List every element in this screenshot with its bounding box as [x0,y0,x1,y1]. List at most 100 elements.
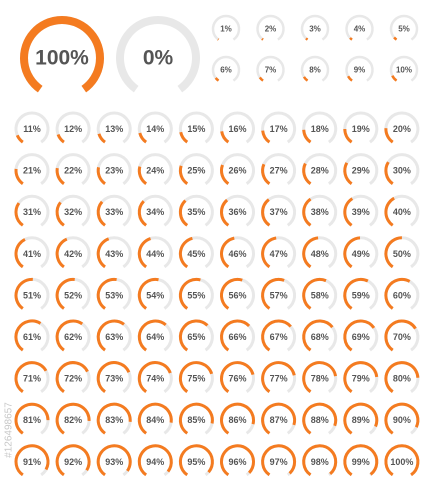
gauge-arc [343,236,361,269]
gauge-arc [261,130,271,144]
gauge-track [300,14,330,41]
gauge-arc [343,319,376,352]
gauge-label: 9% [354,66,366,75]
gauge-label: 93% [105,457,123,467]
gauge-label: 35% [187,207,205,217]
gauge-label: 100% [35,47,89,70]
gauge-label: 58% [311,290,329,300]
watermark: #126498657 [4,402,15,458]
gauge-arc [14,238,26,269]
gauge-arc [214,77,220,82]
gauge-arc [261,236,277,269]
gauge-label: 37% [270,207,288,217]
gauge-arc [391,75,398,82]
gauge-label: 47% [270,249,288,259]
gauge-arc [343,444,379,477]
gauge-label: 3% [309,25,321,34]
gauge-label: 33% [105,207,123,217]
gauge-arc [137,166,148,185]
gauge-arc [20,16,104,93]
gauge-track [116,16,200,93]
gauge-arc [261,361,296,393]
gauge-label: 26% [228,166,246,176]
gauge-label: 18% [311,124,329,134]
gauge-label: 39% [352,207,370,217]
gauge-label: 29% [352,166,370,176]
gauge-arc [55,361,89,393]
gauge-arc [96,444,132,477]
gauge-label: 59% [352,290,370,300]
gauge-arc [220,319,251,352]
gauge-arc [220,402,255,435]
gauge-arc [96,237,110,269]
gauge-label: 70% [393,332,411,342]
gauge-label: 68% [311,332,329,342]
gauge-arc [96,402,132,435]
gauge-label: 67% [270,332,288,342]
gauge-label: 61% [23,332,41,342]
gauge-arc [347,75,353,82]
gauge-arc [15,134,24,144]
gauge-arc [384,236,403,269]
gauge-arc [178,277,201,310]
gauge-label: 17% [270,124,288,134]
gauge-track [211,14,241,41]
gauge-arc [97,133,106,144]
gauge-track [211,55,241,82]
gauge-label: 69% [352,332,370,342]
gauge-label: 32% [64,207,82,217]
gauge-label: 45% [187,249,205,259]
gauge-arc [384,128,394,144]
gauge-label: 12% [64,124,82,134]
gauge-label: 64% [146,332,164,342]
gauge-arc [384,319,417,352]
gauge-arc [302,277,327,310]
gauge-arc [343,197,354,227]
gauge-label: 28% [311,166,329,176]
gauge-arc [305,37,309,41]
gauge-arc [343,128,353,144]
gauge-arc [138,132,148,144]
gauge-label: 27% [270,166,288,176]
gauge-label: 22% [64,166,82,176]
gauge-arc [261,163,271,185]
gauge-label: 0% [143,47,174,70]
gauge-arc [14,168,24,185]
gauge-label: 7% [265,66,277,75]
gauge-label: 82% [64,415,82,425]
gauge-arc [14,402,50,435]
gauge-track [389,55,419,82]
gauge-arc [343,361,379,393]
gauge-arc [96,167,106,185]
gauge-label: 57% [270,290,288,300]
gauge-label: 88% [311,415,329,425]
gauge-label: 55% [187,290,205,300]
gauge-label: 50% [393,249,411,259]
gauge-arc [14,319,42,352]
gauge-label: 51% [23,290,41,300]
gauge-label: 44% [146,249,164,259]
gauge-label: 87% [270,415,288,425]
gauge-label: 56% [228,290,246,300]
gauge-label: 10% [396,66,412,75]
gauge-arc [220,198,230,227]
gauge-arc [55,402,91,435]
gauge-label: 76% [228,374,246,384]
gauge-arc [343,277,369,310]
gauge-arc [261,319,292,352]
gauge-label: 19% [352,124,370,134]
gauge-label: 85% [187,415,205,425]
gauge-label: 40% [393,207,411,217]
gauge-arc [220,131,230,144]
gauge-label: 16% [228,124,246,134]
gauge-label: 60% [393,290,411,300]
gauge-arc [137,319,167,352]
gauge-label: 92% [64,457,82,467]
gauge-arc [384,361,420,393]
gauge-arc [384,277,411,310]
gauge-arc [302,162,312,185]
gauge-label: 48% [311,249,329,259]
gauge-label: 72% [64,374,82,384]
